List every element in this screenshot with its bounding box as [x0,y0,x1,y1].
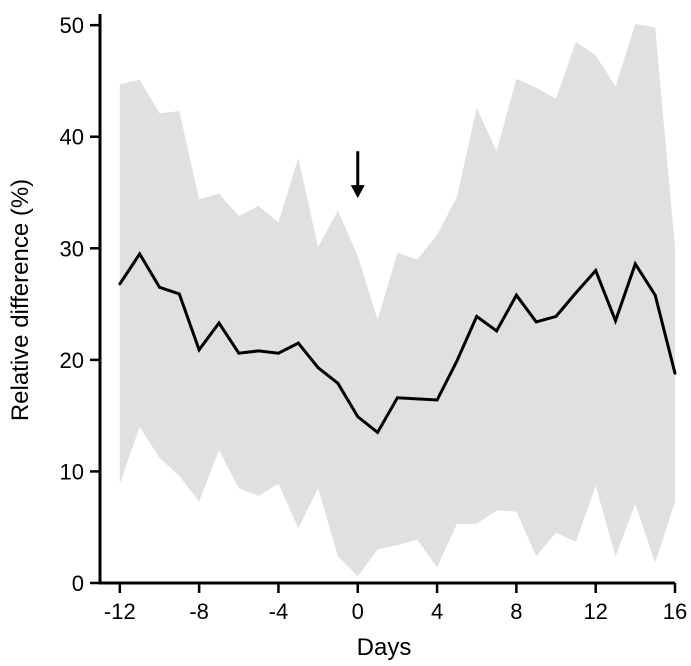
x-tick-label: -12 [104,599,136,624]
data-point [296,341,300,345]
data-point [435,398,439,402]
data-point [614,319,617,323]
data-point [158,285,161,289]
x-tick-label: 16 [663,599,687,624]
y-tick-label: 0 [72,571,84,596]
data-point [316,366,320,370]
data-point [197,348,201,352]
y-tick-label: 50 [60,13,84,38]
data-point [415,397,419,401]
data-point [257,349,260,353]
x-tick-label: 12 [583,599,607,624]
series-line-layer [118,251,677,435]
x-tick-label: -4 [269,599,289,624]
data-point [455,359,459,363]
data-point [277,351,280,355]
x-tick-label: 0 [352,599,364,624]
axes: -12 -8 -4 0 4 8 12 16 0 10 20 30 40 50 [60,13,688,624]
x-axis-title: Days [357,634,412,661]
data-point [475,315,479,318]
data-point [554,315,558,318]
data-point [138,252,142,256]
y-tick-label: 20 [60,348,84,373]
data-point [495,329,498,333]
data-point [673,371,677,375]
y-tick-label: 40 [60,125,84,150]
data-point [396,396,399,400]
data-point [237,351,241,355]
data-point [574,291,578,295]
annotation-layer [350,151,365,199]
data-point [217,321,221,325]
data-point [336,381,340,385]
x-tick-label: -8 [189,599,209,624]
data-point [515,293,518,297]
y-tick-label: 10 [60,459,84,484]
y-tick-label: 30 [60,236,84,261]
data-point [376,431,379,434]
data-point [594,269,598,272]
data-point [534,320,538,324]
confidence-band [119,24,676,577]
data-point [177,292,181,296]
x-tick-label: 4 [431,599,443,624]
x-tick-label: 8 [510,599,522,624]
data-point [633,262,637,266]
y-axis-title: Relative difference (%) [7,179,34,421]
data-point [118,282,122,286]
data-point [356,415,360,419]
confidence-band-layer [119,24,676,577]
arrow-head [350,185,365,199]
data-point [653,293,657,297]
